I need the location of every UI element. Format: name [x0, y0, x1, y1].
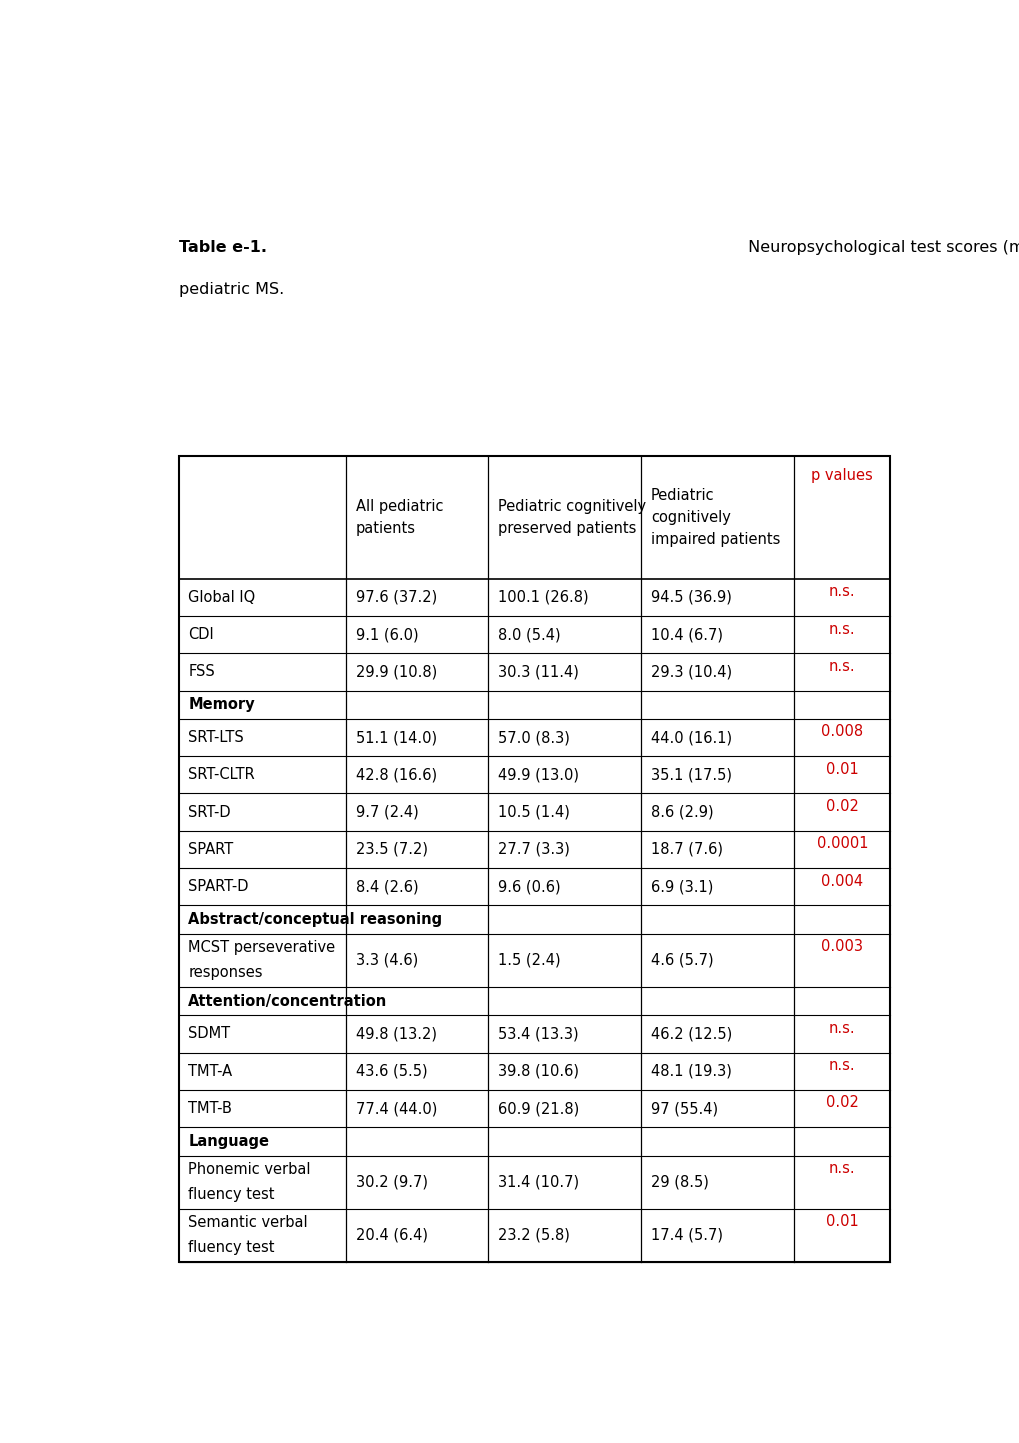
Text: 51.1 (14.0): 51.1 (14.0)	[356, 730, 436, 745]
Text: 6.9 (3.1): 6.9 (3.1)	[650, 879, 712, 895]
Text: SDMT: SDMT	[189, 1026, 230, 1042]
Text: pediatric MS.: pediatric MS.	[178, 281, 284, 297]
Text: 46.2 (12.5): 46.2 (12.5)	[650, 1026, 732, 1042]
Text: impaired patients: impaired patients	[650, 532, 780, 547]
Text: 60.9 (21.8): 60.9 (21.8)	[497, 1101, 579, 1115]
Text: CDI: CDI	[189, 628, 214, 642]
Text: responses: responses	[189, 965, 263, 980]
Text: Attention/concentration: Attention/concentration	[189, 994, 387, 1009]
Text: 49.8 (13.2): 49.8 (13.2)	[356, 1026, 436, 1042]
Text: 29.3 (10.4): 29.3 (10.4)	[650, 664, 732, 680]
Text: 97.6 (37.2): 97.6 (37.2)	[356, 590, 436, 605]
Text: Neuropsychological test scores (mean corrected values and SD) from patients with: Neuropsychological test scores (mean cor…	[742, 240, 1019, 255]
Text: 0.02: 0.02	[825, 799, 858, 814]
Text: n.s.: n.s.	[828, 584, 855, 599]
Text: 8.6 (2.9): 8.6 (2.9)	[650, 805, 712, 820]
Text: Language: Language	[189, 1134, 269, 1149]
Text: 48.1 (19.3): 48.1 (19.3)	[650, 1063, 731, 1079]
Text: 17.4 (5.7): 17.4 (5.7)	[650, 1228, 722, 1242]
Text: MCST perseverative: MCST perseverative	[189, 941, 335, 955]
Text: 42.8 (16.6): 42.8 (16.6)	[356, 768, 436, 782]
Text: 0.003: 0.003	[820, 939, 862, 954]
Text: p values: p values	[811, 468, 872, 482]
Text: Semantic verbal: Semantic verbal	[189, 1215, 308, 1231]
Text: Global IQ: Global IQ	[189, 590, 256, 605]
Text: 39.8 (10.6): 39.8 (10.6)	[497, 1063, 578, 1079]
Text: 57.0 (8.3): 57.0 (8.3)	[497, 730, 570, 745]
Text: 77.4 (44.0): 77.4 (44.0)	[356, 1101, 436, 1115]
Text: 29.9 (10.8): 29.9 (10.8)	[356, 664, 436, 680]
Text: SRT-D: SRT-D	[189, 805, 230, 820]
Text: Abstract/conceptual reasoning: Abstract/conceptual reasoning	[189, 912, 442, 926]
Text: 30.3 (11.4): 30.3 (11.4)	[497, 664, 578, 680]
Text: 9.7 (2.4): 9.7 (2.4)	[356, 805, 418, 820]
Text: TMT-B: TMT-B	[189, 1101, 232, 1115]
Text: 23.5 (7.2): 23.5 (7.2)	[356, 841, 427, 857]
Text: 0.0001: 0.0001	[816, 837, 867, 851]
Text: n.s.: n.s.	[828, 622, 855, 636]
Text: 29 (8.5): 29 (8.5)	[650, 1175, 708, 1189]
Text: 4.6 (5.7): 4.6 (5.7)	[650, 952, 712, 968]
Text: 18.7 (7.6): 18.7 (7.6)	[650, 841, 722, 857]
Text: fluency test: fluency test	[189, 1188, 274, 1202]
Text: 0.01: 0.01	[825, 762, 858, 776]
Text: Pediatric cognitively: Pediatric cognitively	[497, 499, 645, 514]
Text: 8.0 (5.4): 8.0 (5.4)	[497, 628, 559, 642]
Text: fluency test: fluency test	[189, 1241, 274, 1255]
Text: 0.01: 0.01	[825, 1215, 858, 1229]
Text: 30.2 (9.7): 30.2 (9.7)	[356, 1175, 427, 1189]
Text: FSS: FSS	[189, 664, 215, 680]
Text: SPART: SPART	[189, 841, 233, 857]
Text: patients: patients	[356, 521, 415, 537]
Text: SRT-CLTR: SRT-CLTR	[189, 768, 255, 782]
Text: 10.5 (1.4): 10.5 (1.4)	[497, 805, 570, 820]
Text: Table e-1.: Table e-1.	[178, 240, 267, 255]
Text: All pediatric: All pediatric	[356, 499, 442, 514]
Text: 23.2 (5.8): 23.2 (5.8)	[497, 1228, 570, 1242]
Text: n.s.: n.s.	[828, 1162, 855, 1176]
Text: SRT-LTS: SRT-LTS	[189, 730, 244, 745]
Text: preserved patients: preserved patients	[497, 521, 636, 537]
Text: 0.004: 0.004	[820, 873, 862, 889]
Text: 94.5 (36.9): 94.5 (36.9)	[650, 590, 731, 605]
Text: 43.6 (5.5): 43.6 (5.5)	[356, 1063, 427, 1079]
Text: 9.6 (0.6): 9.6 (0.6)	[497, 879, 559, 895]
Text: n.s.: n.s.	[828, 1020, 855, 1036]
Text: 44.0 (16.1): 44.0 (16.1)	[650, 730, 732, 745]
Text: TMT-A: TMT-A	[189, 1063, 232, 1079]
Text: n.s.: n.s.	[828, 659, 855, 674]
Text: 8.4 (2.6): 8.4 (2.6)	[356, 879, 418, 895]
Text: 0.008: 0.008	[820, 724, 862, 739]
Text: 27.7 (3.3): 27.7 (3.3)	[497, 841, 570, 857]
Text: n.s.: n.s.	[828, 1058, 855, 1074]
Text: 31.4 (10.7): 31.4 (10.7)	[497, 1175, 579, 1189]
Text: 10.4 (6.7): 10.4 (6.7)	[650, 628, 722, 642]
Text: 20.4 (6.4): 20.4 (6.4)	[356, 1228, 427, 1242]
Text: Phonemic verbal: Phonemic verbal	[189, 1162, 311, 1177]
Bar	[178, 456, 890, 1263]
Text: SPART-D: SPART-D	[189, 879, 249, 895]
Text: 97 (55.4): 97 (55.4)	[650, 1101, 717, 1115]
Text: 1.5 (2.4): 1.5 (2.4)	[497, 952, 559, 968]
Text: 35.1 (17.5): 35.1 (17.5)	[650, 768, 731, 782]
Text: Pediatric: Pediatric	[650, 488, 713, 502]
Text: 3.3 (4.6): 3.3 (4.6)	[356, 952, 418, 968]
Text: 0.02: 0.02	[825, 1095, 858, 1111]
Text: 100.1 (26.8): 100.1 (26.8)	[497, 590, 588, 605]
Text: cognitively: cognitively	[650, 511, 730, 525]
Text: 49.9 (13.0): 49.9 (13.0)	[497, 768, 578, 782]
Text: 53.4 (13.3): 53.4 (13.3)	[497, 1026, 578, 1042]
Text: Memory: Memory	[189, 697, 255, 713]
Text: 9.1 (6.0): 9.1 (6.0)	[356, 628, 418, 642]
